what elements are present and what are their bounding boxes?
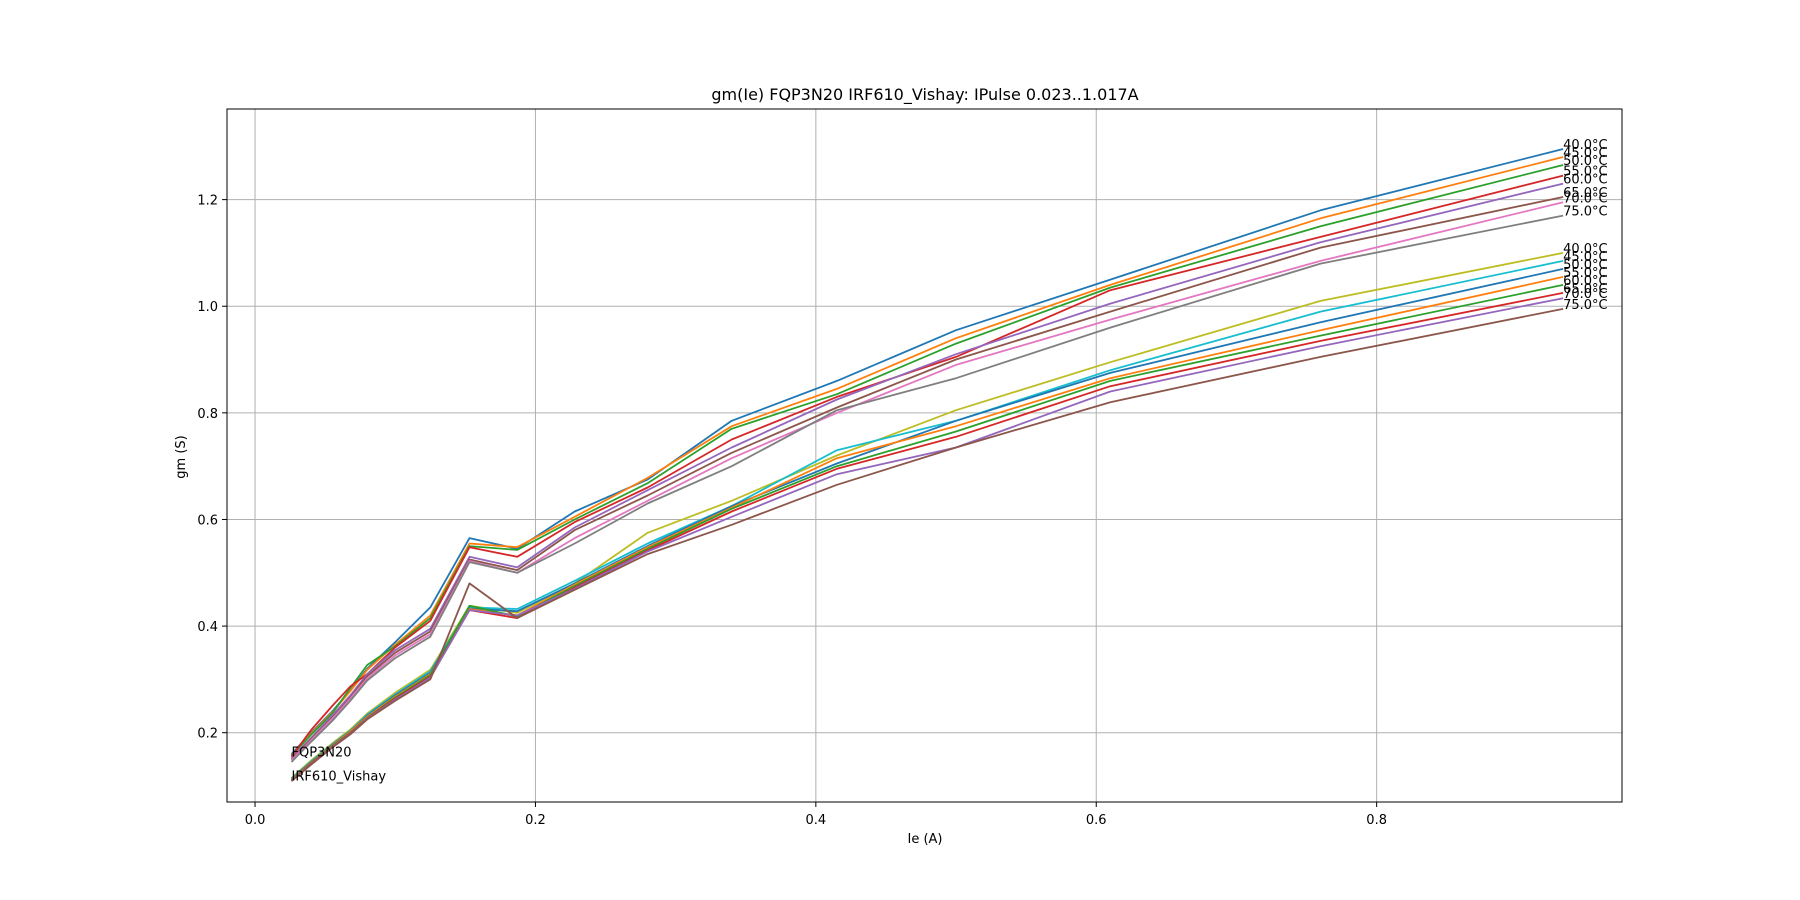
series-end-label: 75.0°C xyxy=(1563,298,1608,313)
y-tick-label: 0.6 xyxy=(197,513,218,528)
y-tick-label: 0.2 xyxy=(197,727,218,742)
chart-title: gm(Ie) FQP3N20 IRF610_Vishay: IPulse 0.0… xyxy=(711,85,1138,105)
group-label: FQP3N20 xyxy=(291,745,351,760)
series-line-fqp3n20-45-0c xyxy=(290,156,1564,756)
series-line-irf610-60-0c xyxy=(290,284,1564,781)
x-tick-label: 0.6 xyxy=(1086,813,1107,828)
series-end-label: 55.0°C xyxy=(1563,266,1608,281)
series-line-irf610-75-0c xyxy=(290,308,1564,782)
axis-ticks: 0.0 0.2 0.4 0.6 0.8 0.2 0.4 0.6 0.8 1.0 1.2 xyxy=(197,194,1387,828)
series-lines xyxy=(290,148,1564,782)
series-end-label: 45.0°C xyxy=(1563,250,1608,265)
y-axis-title: gm (S) xyxy=(174,435,189,478)
series-line-fqp3n20-65-0c xyxy=(290,196,1564,761)
series-line-irf610-40-0c xyxy=(290,252,1564,779)
y-tick-label: 0.4 xyxy=(197,620,218,635)
x-tick-label: 0.8 xyxy=(1366,813,1387,828)
series-end-label: 70.0°C xyxy=(1563,191,1608,206)
series-line-fqp3n20-70-0c xyxy=(290,201,1564,762)
group-labels: FQP3N20 IRF610_Vishay xyxy=(291,745,386,784)
y-tick-label: 1.2 xyxy=(197,194,218,209)
series-end-label: 65.0°C xyxy=(1563,282,1608,297)
x-tick-label: 0.4 xyxy=(806,813,827,828)
series-line-fqp3n20-55-0c xyxy=(290,174,1564,758)
series-end-label: 40.0°C xyxy=(1563,242,1608,257)
series-end-label: 75.0°C xyxy=(1563,205,1608,220)
series-end-label: 45.0°C xyxy=(1563,146,1608,161)
series-end-label: 60.0°C xyxy=(1563,173,1608,188)
x-axis-title: Ie (A) xyxy=(907,832,942,847)
series-end-label: 50.0°C xyxy=(1563,154,1608,169)
series-end-labels: 40.0°C45.0°C50.0°C55.0°C60.0°C65.0°C70.0… xyxy=(1563,138,1608,313)
series-end-label: 50.0°C xyxy=(1563,258,1608,273)
series-line-fqp3n20-75-0c xyxy=(290,214,1564,763)
series-line-irf610-50-0c xyxy=(290,268,1564,780)
x-tick-label: 0.0 xyxy=(245,813,266,828)
group-label: IRF610_Vishay xyxy=(291,769,386,784)
series-end-label: 55.0°C xyxy=(1563,165,1608,180)
series-end-label: 65.0°C xyxy=(1563,186,1608,201)
series-end-label: 40.0°C xyxy=(1563,138,1608,153)
series-line-fqp3n20-50-0c xyxy=(290,164,1564,757)
y-tick-label: 1.0 xyxy=(197,300,218,315)
series-end-label: 70.0°C xyxy=(1563,287,1608,302)
y-tick-label: 0.8 xyxy=(197,407,218,422)
series-line-irf610-55-0c xyxy=(290,276,1564,781)
series-line-fqp3n20-60-0c xyxy=(290,182,1564,759)
series-end-label: 60.0°C xyxy=(1563,274,1608,289)
series-line-fqp3n20-40-0c xyxy=(290,148,1564,755)
x-tick-label: 0.2 xyxy=(525,813,546,828)
plot-area-frame xyxy=(226,108,1623,803)
